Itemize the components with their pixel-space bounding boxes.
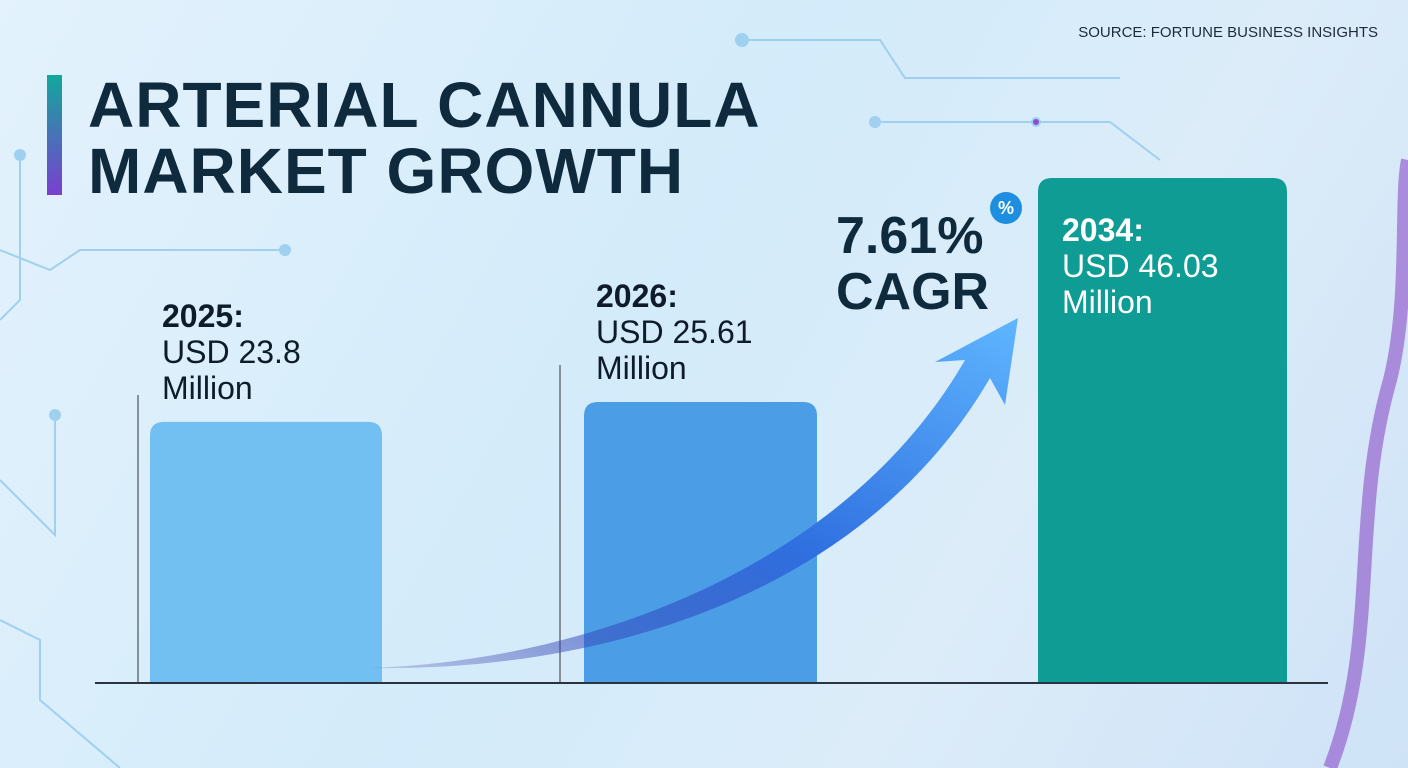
bar: [1038, 178, 1287, 683]
decoration: [0, 33, 1161, 768]
vessel: [1323, 158, 1408, 768]
chart-title: ARTERIAL CANNULA MARKET GROWTH: [88, 69, 759, 207]
category-label: 2025:: [162, 297, 244, 334]
category-label: 2026:: [596, 278, 678, 315]
cagr: 7.61% CAGR: [836, 208, 989, 320]
growth-arrow: [370, 318, 1018, 669]
bar-label: 2026: USD 25.61 Million: [596, 278, 781, 386]
category-label: 2034:: [1062, 212, 1144, 248]
value-label: USD 46.03 Million: [1062, 248, 1219, 320]
bar: [584, 402, 817, 683]
badge: %: [990, 192, 1022, 224]
value-label: USD 23.8 Million: [162, 333, 301, 406]
source: SOURCE: FORTUNE BUSINESS INSIGHTS: [1078, 24, 1378, 41]
cagr-label: CAGR: [836, 263, 990, 321]
bar-label: 2025: USD 23.8 Million: [162, 298, 347, 406]
title-accent: [47, 75, 62, 195]
bar: [150, 421, 382, 683]
cagr-value: 7.61%: [836, 207, 984, 265]
value-label: USD 25.61 Million: [596, 314, 753, 387]
bar-label: 2034: USD 46.03 Million: [1062, 212, 1272, 320]
